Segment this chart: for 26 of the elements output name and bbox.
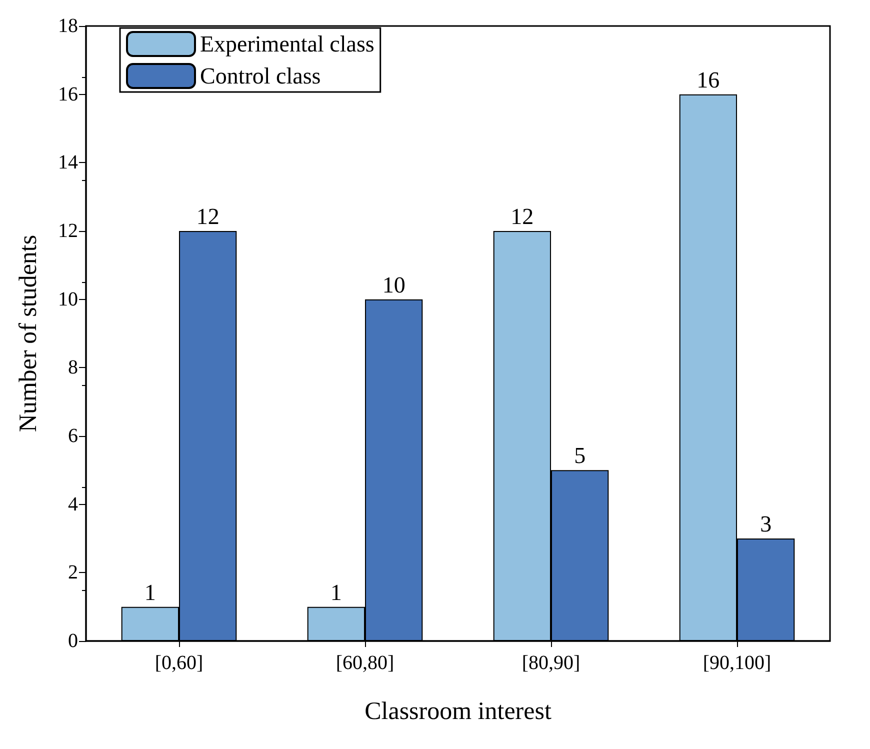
x-tick-label: [60,80] <box>336 652 394 674</box>
x-tick-label: [0,60] <box>154 652 204 674</box>
y-tick-label: 0 <box>68 630 78 652</box>
legend-label: Experimental class <box>200 32 374 56</box>
data-label: 1 <box>330 580 342 605</box>
y-tick-label: 8 <box>68 356 78 379</box>
data-label: 3 <box>760 512 772 536</box>
y-tick-label: 18 <box>58 15 78 37</box>
x-tick-label: [90,100] <box>702 652 772 674</box>
legend-label: Control class <box>200 64 321 88</box>
data-label: 16 <box>696 67 720 92</box>
x-axis-title: Classroom interest <box>364 698 552 725</box>
y-tick-label: 4 <box>68 493 78 516</box>
y-tick-label: 10 <box>58 288 78 310</box>
data-label: 5 <box>574 443 586 468</box>
data-label: 12 <box>196 204 220 229</box>
data-label: 10 <box>382 272 406 298</box>
y-axis-title: Number of students <box>15 234 42 432</box>
data-label: 12 <box>510 204 534 229</box>
data-label: 1 <box>144 580 156 605</box>
y-tick-label: 12 <box>58 220 78 242</box>
y-tick-label: 14 <box>58 152 78 174</box>
y-tick-label: 2 <box>68 562 78 584</box>
y-tick-label: 16 <box>58 83 78 106</box>
y-tick-label: 6 <box>68 425 78 447</box>
x-tick-label: [80,90] <box>522 652 580 674</box>
